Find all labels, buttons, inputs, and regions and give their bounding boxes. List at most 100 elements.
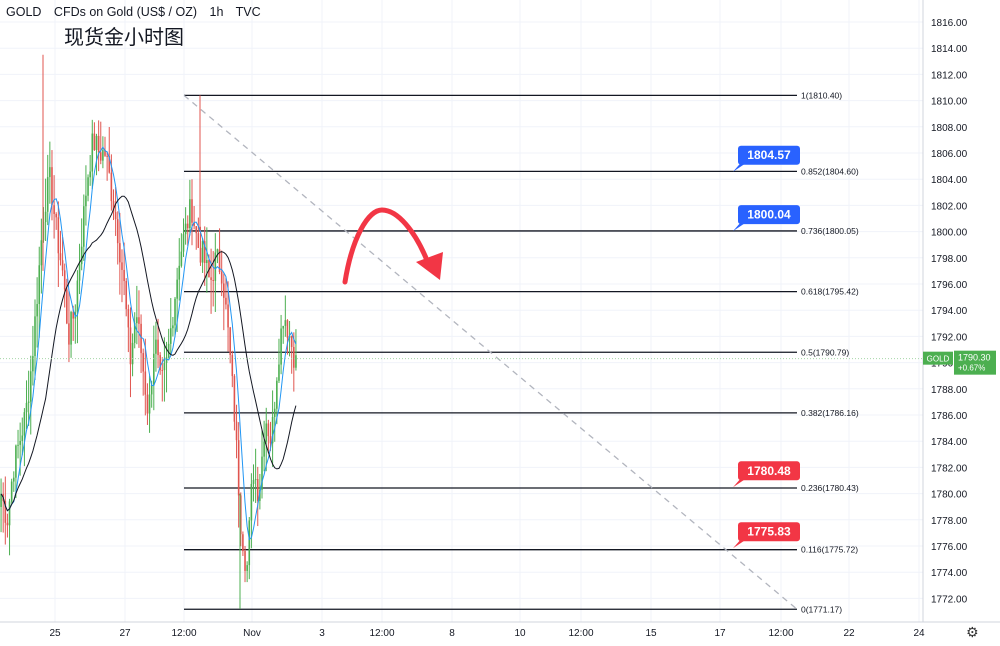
annotation-box[interactable] xyxy=(738,522,800,542)
candle-body xyxy=(246,565,248,571)
price-tick-label: 1802.00 xyxy=(931,201,968,212)
annotation-box[interactable] xyxy=(738,461,800,481)
annotation-box[interactable] xyxy=(738,205,800,225)
fib-level-label: 0(1771.17) xyxy=(801,604,842,614)
price-tick-label: 1796.00 xyxy=(931,280,968,291)
candle-body xyxy=(25,402,28,413)
time-tick-label: 24 xyxy=(913,628,925,639)
candle-body xyxy=(129,327,132,365)
candle-body xyxy=(127,309,130,328)
candle-body xyxy=(178,265,181,280)
candle-body xyxy=(163,362,166,371)
price-tick-label: 1784.00 xyxy=(931,437,968,448)
annotation-label: 1780.48 xyxy=(747,464,791,478)
price-tick-label: 1806.00 xyxy=(931,149,968,160)
interval-label[interactable]: 1h xyxy=(209,5,224,19)
trendline[interactable] xyxy=(183,94,798,610)
candle-body xyxy=(197,233,200,248)
candle-body xyxy=(278,364,280,381)
candle-body xyxy=(44,211,47,223)
badge-price: 1790.30 xyxy=(958,353,991,363)
price-axis[interactable]: 1816.00 1814.00 1812.00 1810.00 1808.00 1806.… xyxy=(931,18,968,605)
candle-body xyxy=(72,312,74,319)
candle-body xyxy=(89,171,91,178)
candle-body xyxy=(199,247,202,263)
annotation-box[interactable] xyxy=(738,145,800,165)
price-tick-label: 1812.00 xyxy=(931,70,968,81)
fib-level-label: 1(1810.40) xyxy=(801,90,842,100)
candle-body xyxy=(223,283,225,298)
candle-body xyxy=(203,241,206,264)
annotation-pointer xyxy=(733,479,745,488)
candle-body xyxy=(49,167,51,178)
candle-body xyxy=(104,150,106,156)
candle-body xyxy=(110,172,113,202)
price-tick-label: 1776.00 xyxy=(931,542,968,553)
candle-body xyxy=(6,522,9,526)
price-tick-label: 1794.00 xyxy=(931,306,968,317)
fib-level-label: 0.5(1790.79) xyxy=(801,347,849,357)
candle-body xyxy=(193,222,195,227)
time-tick-label: 15 xyxy=(645,628,657,639)
candle-body xyxy=(271,416,274,444)
chart-header: GOLD CFDs on Gold (US$ / OZ) 1h TVC xyxy=(6,5,270,19)
candle-body xyxy=(91,133,94,172)
price-tick-label: 1816.00 xyxy=(931,18,968,29)
candle-body xyxy=(172,325,174,329)
candle-body xyxy=(261,456,263,490)
candle-body xyxy=(55,213,58,218)
badge-price-box xyxy=(954,350,996,375)
time-tick-label: 27 xyxy=(119,628,131,639)
price-tick-label: 1810.00 xyxy=(931,97,968,108)
time-axis[interactable]: 25 27 12:00 Nov 3 12:00 8 10 12:00 15 17 12:00 22 24 xyxy=(49,628,925,639)
candle-body xyxy=(237,440,240,496)
symbol-label[interactable]: GOLD xyxy=(6,5,42,19)
price-tick-label: 1788.00 xyxy=(931,385,968,396)
time-tick-label: 12:00 xyxy=(369,628,394,639)
price-annotations[interactable]: 1804.57 1800.04 1780.48 1775.83 xyxy=(733,145,800,549)
candle-body xyxy=(201,241,204,263)
candle-body xyxy=(252,480,255,484)
candle-body xyxy=(267,423,270,437)
candle-body xyxy=(208,260,210,278)
candle-body xyxy=(182,234,185,252)
candle-body xyxy=(195,226,198,234)
candle-body xyxy=(250,483,253,521)
candle-body xyxy=(155,339,157,354)
candle-body xyxy=(36,304,38,317)
price-tick-label: 1808.00 xyxy=(931,123,968,134)
candle-body xyxy=(19,440,21,445)
candle-body xyxy=(93,133,96,150)
candle-body xyxy=(29,371,32,402)
candle-body xyxy=(119,243,121,263)
instrument-name: CFDs on Gold (US$ / OZ) xyxy=(53,5,198,19)
candle-body xyxy=(227,304,229,328)
candle-body xyxy=(140,323,142,354)
badge-change: +0.67% xyxy=(958,364,985,373)
candle-body xyxy=(59,253,62,261)
gear-icon[interactable]: ⚙ xyxy=(966,624,979,640)
price-tick-label: 1800.00 xyxy=(931,228,968,239)
candle-body xyxy=(184,223,187,235)
time-tick-label: 12:00 xyxy=(171,628,196,639)
candle-body xyxy=(82,206,85,247)
candle-body xyxy=(239,495,242,535)
candle-body xyxy=(8,501,11,526)
candle-body xyxy=(114,212,117,220)
trendline-dashed[interactable] xyxy=(183,94,798,610)
candle-body xyxy=(165,357,168,363)
candle-body xyxy=(32,356,34,372)
candle-body xyxy=(265,423,268,442)
candle-body xyxy=(248,520,251,566)
price-tick-label: 1778.00 xyxy=(931,516,968,527)
candle-body xyxy=(235,421,238,441)
candle-body xyxy=(144,371,147,395)
candle-body xyxy=(231,354,234,377)
badge-symbol: GOLD xyxy=(927,355,950,364)
candle-body xyxy=(95,135,98,150)
candle-body xyxy=(97,135,100,153)
price-tick-label: 1814.00 xyxy=(931,44,968,55)
candle-body xyxy=(276,380,278,409)
